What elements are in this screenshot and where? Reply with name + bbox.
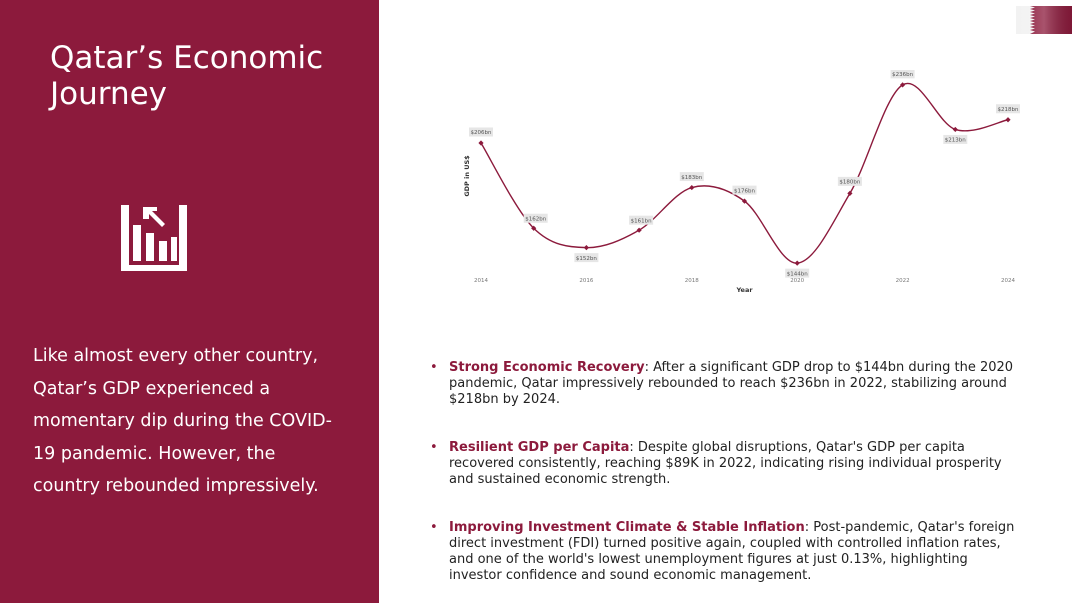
data-label-background bbox=[837, 176, 862, 186]
intro-text: Like almost every other country, Qatar’s… bbox=[33, 346, 332, 496]
data-point-2018 bbox=[689, 184, 695, 191]
x-tick-label-2018: 2018 bbox=[685, 278, 699, 284]
bullet-heading: Strong Economic Recovery bbox=[449, 360, 645, 375]
data-point-2020 bbox=[794, 260, 800, 266]
bullet-dot: • bbox=[430, 360, 438, 375]
data-label-text: $236bn bbox=[892, 72, 913, 78]
data-point-2014 bbox=[478, 140, 484, 146]
bar-chart-growth-icon bbox=[121, 205, 187, 271]
x-tick-label-2024: 2024 bbox=[1001, 278, 1015, 284]
bullet-text: : Post-pandemic, Qatar's foreign direct … bbox=[449, 520, 1015, 583]
data-point-2024 bbox=[1005, 117, 1011, 123]
data-label-2018: $183bn bbox=[679, 172, 704, 182]
bullet-heading: Improving Investment Climate & Stable In… bbox=[449, 520, 805, 535]
data-label-background bbox=[629, 215, 654, 225]
data-label-background bbox=[732, 185, 757, 195]
x-tick-label-2016: 2016 bbox=[579, 278, 593, 284]
bullet-dot: • bbox=[430, 440, 438, 455]
data-point-2019 bbox=[741, 198, 748, 204]
data-label-background bbox=[523, 213, 548, 223]
data-label-2016: $152bn bbox=[574, 253, 599, 263]
data-label-text: $161bn bbox=[631, 218, 652, 224]
gdp-series-line bbox=[480, 82, 1009, 264]
data-label-text: $206bn bbox=[471, 130, 492, 136]
left-panel: Qatar’s Economic Journey Like almost eve… bbox=[0, 0, 379, 603]
data-label-text: $183bn bbox=[681, 175, 702, 181]
bullet-heading: Resilient GDP per Capita bbox=[449, 440, 630, 455]
data-label-text: $213bn bbox=[945, 138, 966, 144]
data-point-2015 bbox=[531, 225, 537, 231]
bullet-dot: • bbox=[430, 520, 438, 535]
slide-title: Qatar’s Economic Journey bbox=[50, 40, 324, 112]
gdp-line-chart: GDP in US$ Year 2014 2016 2018 2020 2022 2024… bbox=[463, 70, 1020, 294]
data-label-background bbox=[679, 172, 704, 182]
data-point-2022 bbox=[900, 82, 906, 88]
data-label-2017: $161bn bbox=[629, 215, 654, 225]
data-point-2023 bbox=[952, 126, 958, 133]
x-axis-label: Year bbox=[735, 286, 753, 294]
data-label-background bbox=[996, 104, 1020, 114]
x-tick-label-2020: 2020 bbox=[790, 278, 804, 284]
data-label-2014: $206bn bbox=[469, 127, 493, 137]
data-label-text: $152bn bbox=[576, 256, 597, 262]
qatar-flag-icon bbox=[1016, 6, 1072, 34]
data-point-2021 bbox=[847, 190, 853, 196]
data-label-text: $176bn bbox=[734, 188, 755, 194]
data-label-text: $218bn bbox=[998, 107, 1019, 113]
data-label-text: $180bn bbox=[839, 180, 860, 186]
data-label-background bbox=[943, 134, 968, 144]
data-label-2020: $144bn bbox=[785, 268, 810, 278]
x-tick-label-2022: 2022 bbox=[896, 278, 910, 284]
data-point-2016 bbox=[583, 245, 589, 251]
data-label-2015: $162bn bbox=[523, 213, 548, 223]
y-axis-label: GDP in US$ bbox=[463, 155, 471, 197]
data-label-2021: $180bn bbox=[837, 176, 862, 186]
data-label-background bbox=[469, 127, 493, 137]
data-label-2024: $218bn bbox=[996, 104, 1020, 114]
bullet-text: : After a significant GDP drop to $144bn… bbox=[449, 360, 1014, 407]
data-label-background bbox=[785, 268, 810, 278]
data-label-background bbox=[574, 253, 599, 263]
data-label-text: $162bn bbox=[525, 216, 546, 222]
data-label-text: $144bn bbox=[787, 271, 808, 277]
data-label-background bbox=[890, 70, 915, 79]
data-label-2022: $236bn bbox=[890, 70, 915, 79]
data-label-2023: $213bn bbox=[943, 134, 968, 144]
bullet-text: : Despite global disruptions, Qatar's GD… bbox=[449, 440, 1002, 487]
x-tick-label-2014: 2014 bbox=[474, 278, 488, 284]
data-label-2019: $176bn bbox=[732, 185, 757, 195]
